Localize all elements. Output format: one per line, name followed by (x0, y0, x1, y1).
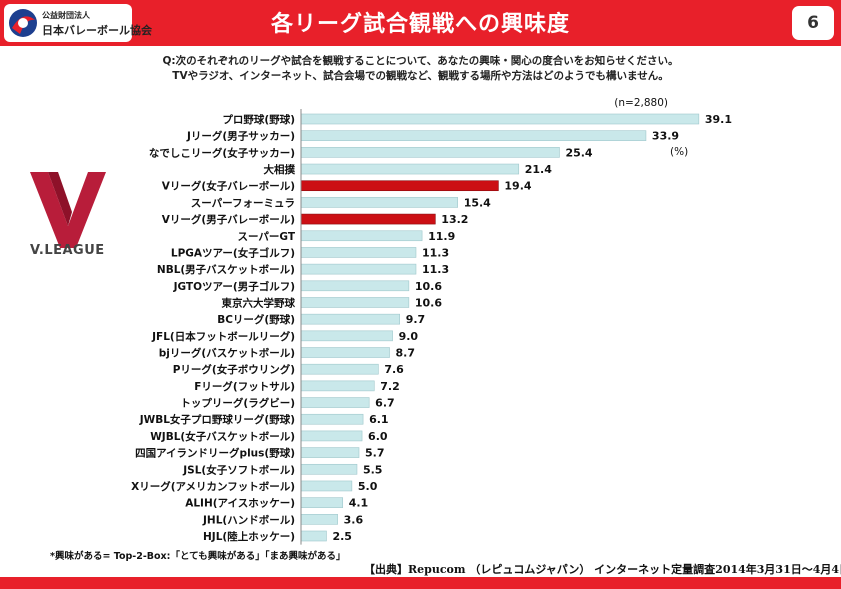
bar (300, 447, 360, 458)
category-label: HJL(陸上ホッケー) (203, 530, 295, 543)
category-label: 大相撲 (264, 163, 296, 176)
category-label: ALIH(アイスホッケー) (185, 498, 295, 510)
org-small-text: 公益財団法人 (42, 11, 90, 20)
data-label: 19.4 (504, 180, 531, 193)
bar (300, 113, 700, 125)
volleyball-emblem-icon (9, 9, 37, 37)
bar (300, 313, 400, 325)
bar (300, 380, 375, 392)
sample-size-note: (n=2,880) (614, 97, 668, 109)
data-label: 7.6 (384, 363, 404, 376)
bar (300, 247, 417, 258)
bar (300, 514, 338, 525)
bar (300, 413, 364, 425)
category-label: Jリーグ(男子サッカー) (186, 130, 295, 143)
data-label: 6.1 (369, 413, 389, 426)
footer-bar (0, 577, 841, 589)
category-label: JFL(日本フットボールリーグ) (151, 330, 295, 343)
question-text: Q:次のそれぞれのリーグや試合を観戦することについて、あなたの興味・関心の度合い… (0, 54, 841, 84)
data-label: 9.7 (406, 313, 426, 326)
bar (300, 397, 370, 408)
bar (300, 480, 353, 492)
bar (300, 463, 358, 475)
data-label: 6.0 (368, 430, 388, 443)
category-label: プロ野球(野球) (222, 113, 295, 126)
bar (300, 497, 344, 508)
category-label: BCリーグ(野球) (217, 313, 295, 326)
data-label: 5.0 (358, 480, 378, 493)
bar (300, 130, 647, 141)
category-label: トップリーグ(ラグビー) (180, 397, 295, 410)
category-label: 四国アイランドリーグplus(野球) (135, 447, 295, 460)
category-label: スーパーGT (238, 231, 296, 243)
category-label: JHL(ハンドボール) (202, 513, 295, 526)
bar (300, 180, 499, 192)
question-line-1: Q:次のそれぞれのリーグや試合を観戦することについて、あなたの興味・関心の度合い… (162, 55, 679, 67)
data-label: 3.6 (344, 513, 364, 526)
bar (300, 263, 417, 275)
bar (300, 280, 410, 292)
category-label: なでしこリーグ(女子サッカー) (149, 146, 295, 159)
bar (300, 330, 393, 342)
category-label: Fリーグ(フットサル) (194, 380, 295, 393)
org-name-text: 日本バレーボール協会 (42, 24, 152, 37)
bar (300, 430, 363, 442)
data-label: 11.9 (428, 230, 455, 243)
data-label: 11.3 (422, 246, 449, 259)
category-label: Vリーグ(男子バレーボール) (162, 213, 295, 226)
data-label: 5.7 (365, 447, 385, 460)
jva-logo: 公益財団法人 日本バレーボール協会 (4, 4, 152, 42)
data-label: 15.4 (464, 196, 491, 209)
data-label: 5.5 (363, 463, 383, 476)
footnote: *興味がある= Top-2-Box:「とても興味がある」「まあ興味がある」 (50, 551, 346, 562)
bar (300, 297, 410, 308)
bar (300, 230, 423, 242)
category-label: 東京六大学野球 (222, 296, 296, 309)
category-label: bjリーグ(バスケットボール) (159, 347, 295, 360)
data-label: 25.4 (565, 146, 592, 159)
question-line-2: TVやラジオ、インターネット、試合会場での観戦など、観戦する場所や方法はどのよう… (172, 70, 669, 82)
category-label: スーパーフォーミュラ (191, 197, 295, 209)
unit-note: (%) (670, 146, 688, 158)
bar (300, 347, 390, 358)
data-label: 10.6 (415, 280, 442, 293)
data-label: 2.5 (332, 530, 352, 543)
data-label: 33.9 (652, 130, 679, 143)
data-label: 7.2 (380, 380, 400, 393)
vleague-wordmark: V.LEAGUE (30, 243, 105, 258)
category-label: NBL(男子バスケットボール) (157, 263, 295, 276)
bar (300, 197, 458, 208)
category-label: JGTOツアー(男子ゴルフ) (173, 280, 295, 293)
data-label: 39.1 (705, 113, 732, 126)
bar (300, 147, 560, 158)
category-label: Pリーグ(女子ボウリング) (173, 363, 295, 376)
page-title: 各リーグ試合観戦への興味度 (270, 12, 570, 37)
bar (300, 163, 520, 175)
page-number: 6 (792, 6, 834, 40)
data-label: 6.7 (375, 397, 395, 410)
category-label: Vリーグ(女子バレーボール) (162, 180, 295, 193)
category-label: LPGAツアー(女子ゴルフ) (171, 246, 295, 259)
data-label: 9.0 (399, 330, 419, 343)
data-label: 8.7 (396, 347, 416, 360)
category-label: WJBL(女子バスケットボール) (150, 430, 295, 443)
data-label: 11.3 (422, 263, 449, 276)
category-label: JWBL女子プロ野球リーグ(野球) (139, 413, 295, 426)
data-label: 10.6 (415, 296, 442, 309)
data-label: 13.2 (441, 213, 468, 226)
source-note: 【出典】Repucom （レピュコムジャパン） インターネット定量調査2014年… (364, 563, 841, 576)
category-label: Xリーグ(アメリカンフットボール) (131, 480, 295, 493)
bar (300, 530, 327, 542)
header-bar: 公益財団法人 日本バレーボール協会 各リーグ試合観戦への興味度 6 (0, 0, 841, 46)
bar (300, 213, 436, 225)
vleague-v-logo-icon (30, 172, 106, 248)
data-label: 21.4 (525, 163, 552, 176)
data-label: 4.1 (349, 497, 369, 510)
category-label: JSL(女子ソフトボール) (182, 463, 295, 476)
bar (300, 363, 379, 375)
